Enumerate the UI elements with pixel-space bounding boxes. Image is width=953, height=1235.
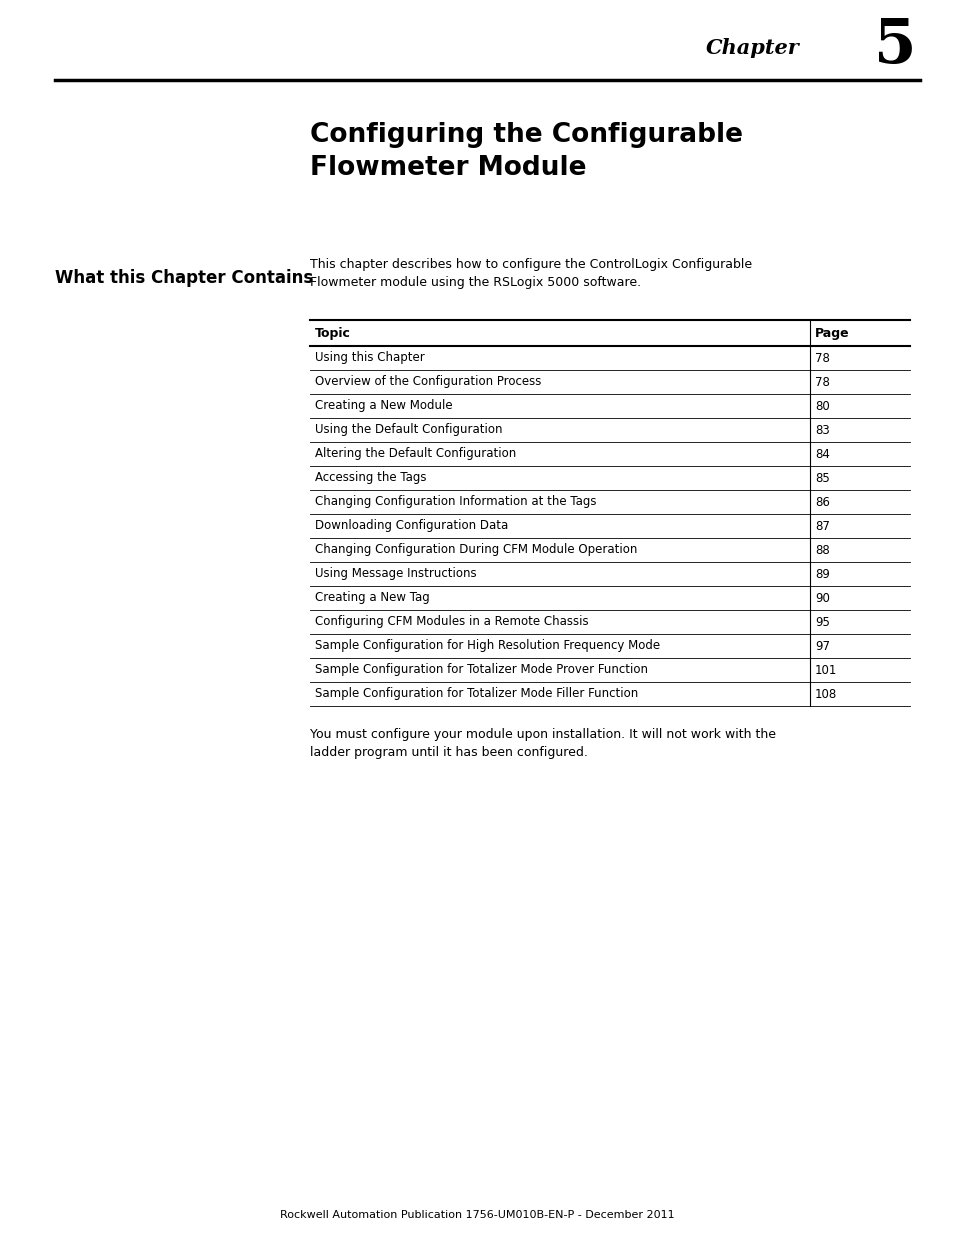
Text: Downloading Configuration Data: Downloading Configuration Data [314, 520, 508, 532]
Text: You must configure your module upon installation. It will not work with the
ladd: You must configure your module upon inst… [310, 727, 775, 760]
Text: Accessing the Tags: Accessing the Tags [314, 472, 426, 484]
Text: Altering the Default Configuration: Altering the Default Configuration [314, 447, 516, 461]
Text: Creating a New Module: Creating a New Module [314, 399, 452, 412]
Text: 97: 97 [814, 640, 829, 652]
Text: Topic: Topic [314, 326, 351, 340]
Text: Page: Page [814, 326, 849, 340]
Text: Configuring CFM Modules in a Remote Chassis: Configuring CFM Modules in a Remote Chas… [314, 615, 588, 629]
Text: Using the Default Configuration: Using the Default Configuration [314, 424, 502, 436]
Text: Sample Configuration for Totalizer Mode Filler Function: Sample Configuration for Totalizer Mode … [314, 688, 638, 700]
Text: 78: 78 [814, 352, 829, 364]
Text: Overview of the Configuration Process: Overview of the Configuration Process [314, 375, 540, 389]
Text: 5: 5 [873, 16, 915, 77]
Text: 95: 95 [814, 615, 829, 629]
Text: Configuring the Configurable: Configuring the Configurable [310, 122, 742, 148]
Text: 80: 80 [814, 399, 829, 412]
Text: 89: 89 [814, 568, 829, 580]
Text: Chapter: Chapter [705, 38, 800, 58]
Text: 108: 108 [814, 688, 837, 700]
Text: 90: 90 [814, 592, 829, 604]
Text: Changing Configuration During CFM Module Operation: Changing Configuration During CFM Module… [314, 543, 637, 557]
Text: 87: 87 [814, 520, 829, 532]
Text: 83: 83 [814, 424, 829, 436]
Text: 84: 84 [814, 447, 829, 461]
Text: This chapter describes how to configure the ControlLogix Configurable
Flowmeter : This chapter describes how to configure … [310, 258, 751, 289]
Text: 78: 78 [814, 375, 829, 389]
Text: Creating a New Tag: Creating a New Tag [314, 592, 429, 604]
Text: Changing Configuration Information at the Tags: Changing Configuration Information at th… [314, 495, 596, 509]
Text: Sample Configuration for High Resolution Frequency Mode: Sample Configuration for High Resolution… [314, 640, 659, 652]
Text: Using this Chapter: Using this Chapter [314, 352, 424, 364]
Text: Rockwell Automation Publication 1756-UM010B-EN-P - December 2011: Rockwell Automation Publication 1756-UM0… [279, 1210, 674, 1220]
Text: Flowmeter Module: Flowmeter Module [310, 156, 586, 182]
Text: Sample Configuration for Totalizer Mode Prover Function: Sample Configuration for Totalizer Mode … [314, 663, 647, 677]
Text: 88: 88 [814, 543, 829, 557]
Text: Using Message Instructions: Using Message Instructions [314, 568, 476, 580]
Text: What this Chapter Contains: What this Chapter Contains [55, 269, 313, 287]
Text: 86: 86 [814, 495, 829, 509]
Text: 85: 85 [814, 472, 829, 484]
Text: 101: 101 [814, 663, 837, 677]
